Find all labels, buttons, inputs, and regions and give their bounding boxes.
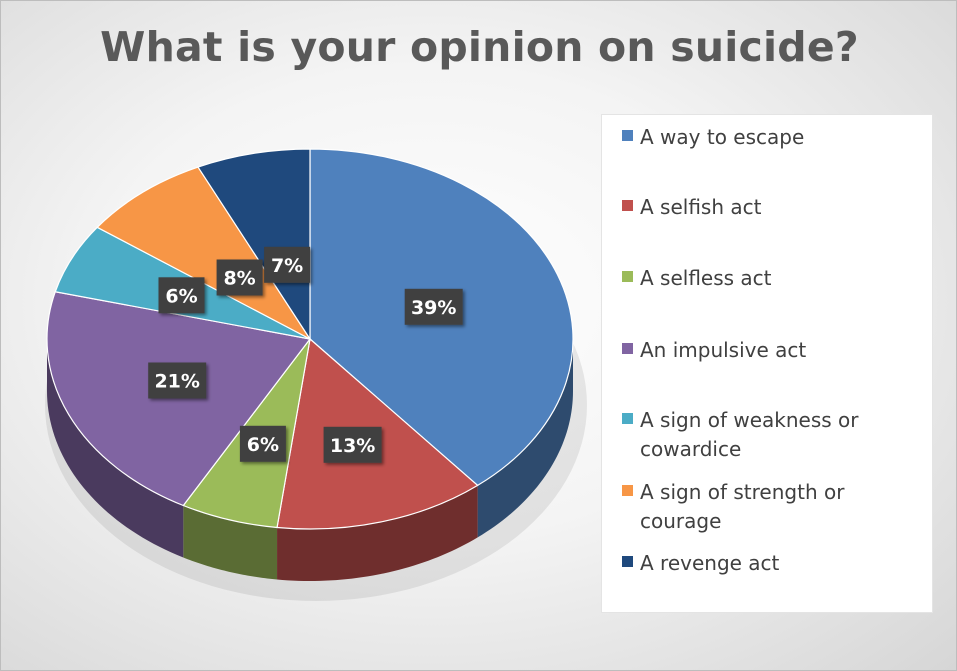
data-label: 21% [148, 362, 207, 399]
data-label-box [216, 259, 263, 296]
data-label: 6% [239, 425, 286, 462]
pie-data-labels: 39% 13% 6% 21% 6% 8% 7% [148, 246, 463, 463]
data-label-box [239, 425, 286, 462]
legend-item: A sign of strength or courage [622, 478, 932, 536]
data-label-box [264, 246, 311, 283]
legend-item: An impulsive act [622, 336, 932, 365]
pie-side-a-selfless-act [183, 505, 278, 580]
legend-item: A selfless act [622, 264, 932, 293]
legend-swatch-icon [622, 485, 633, 496]
legend-item: A way to escape [622, 123, 932, 152]
legend: A way to escape A selfish act A selfless… [601, 114, 933, 613]
data-label: 6% [158, 277, 205, 314]
data-label-text: 8% [223, 268, 255, 290]
chart-title: What is your opinion on suicide? [100, 23, 859, 71]
legend-swatch-icon [622, 200, 633, 211]
pie-slice-a-sign-of-strength-or-courage [96, 166, 312, 341]
data-label-text: 6% [247, 434, 279, 456]
pie-slices [46, 148, 574, 530]
legend-label: A selfish act [640, 195, 762, 219]
legend-swatch-icon [622, 413, 633, 424]
data-label-text: 39% [411, 297, 456, 319]
pie-slice-a-revenge-act [197, 148, 311, 342]
pie-side-a-way-to-escape [477, 339, 573, 538]
data-label: 39% [404, 288, 463, 325]
legend-swatch-icon [622, 556, 633, 567]
legend-item: A selfish act [622, 193, 932, 222]
data-label: 7% [264, 246, 311, 283]
data-label: 13% [323, 426, 382, 463]
pie-side-an-impulsive-act [47, 339, 184, 558]
data-label-box [323, 426, 382, 463]
data-label-text: 6% [165, 285, 197, 307]
pie-chart: 39% 13% 6% 21% 6% 8% 7% [45, 148, 587, 601]
legend-item: A revenge act [622, 549, 932, 578]
data-label: 8% [216, 259, 263, 296]
data-label-text: 7% [271, 255, 303, 277]
legend-label: A revenge act [640, 551, 780, 575]
legend-label: A sign of weakness or cowardice [640, 408, 859, 461]
legend-label: A way to escape [640, 125, 805, 149]
data-label-box [158, 277, 205, 314]
legend-label: A sign of strength or courage [640, 480, 845, 533]
data-label-text: 21% [154, 371, 199, 393]
data-label-text: 13% [330, 435, 375, 457]
legend-label: A selfless act [640, 266, 772, 290]
data-label-box [404, 288, 463, 325]
pie-slice-an-impulsive-act [46, 291, 312, 507]
legend-label: An impulsive act [640, 338, 807, 362]
legend-item: A sign of weakness or cowardice [622, 406, 932, 464]
legend-swatch-icon [622, 130, 633, 141]
data-label-box [148, 362, 207, 399]
legend-swatch-icon [622, 343, 633, 354]
legend-swatch-icon [622, 271, 633, 282]
